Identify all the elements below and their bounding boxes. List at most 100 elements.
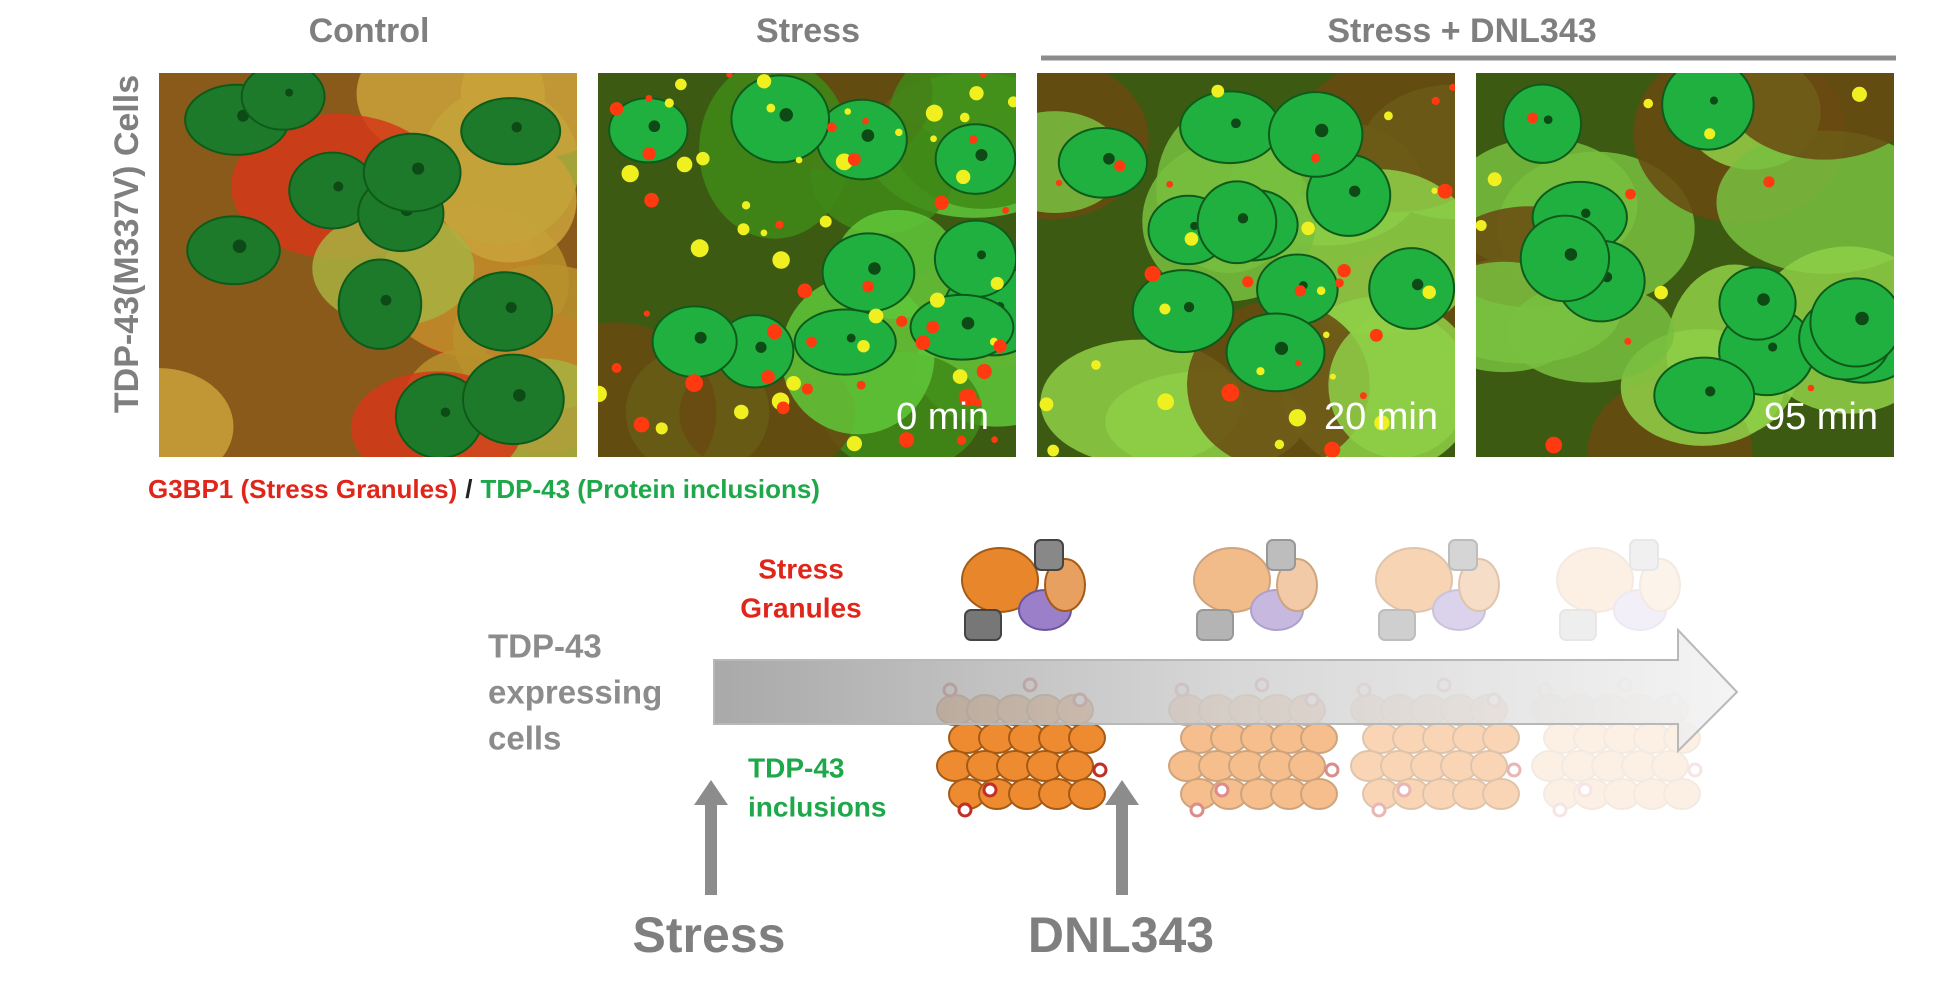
- granule: [776, 401, 790, 415]
- trigger-label: DNL343: [1028, 907, 1214, 963]
- granule: [1316, 286, 1326, 296]
- nucleus: [337, 258, 423, 350]
- inclusions-label: TDP-43: [748, 752, 844, 783]
- nucleolus: [380, 294, 392, 306]
- granule: [598, 385, 607, 403]
- nucleolus: [1757, 293, 1770, 306]
- granule: [690, 239, 709, 258]
- panel-header: Stress + DNL343: [1327, 12, 1596, 50]
- granule: [1256, 367, 1265, 376]
- nucleus: [1179, 90, 1281, 165]
- time-label: 0 min: [896, 396, 989, 438]
- granule: [1851, 86, 1867, 102]
- granule: [969, 86, 984, 101]
- nucleus: [1368, 247, 1455, 330]
- nucleolus: [1231, 118, 1241, 129]
- inclusion-protein: [1621, 750, 1659, 782]
- start-label: TDP-43: [488, 628, 602, 665]
- nucleolus: [1349, 185, 1361, 197]
- inclusion-protein: [1300, 722, 1338, 754]
- granule: [844, 108, 852, 115]
- inclusion-protein: [1068, 778, 1106, 810]
- granule: [1157, 393, 1175, 411]
- nucleolus: [1411, 278, 1424, 291]
- granule: [895, 128, 903, 137]
- granule: [956, 169, 971, 185]
- inclusion-protein: [1380, 750, 1418, 782]
- nucleolus: [1768, 342, 1778, 352]
- granule: [609, 102, 624, 116]
- granule: [857, 339, 870, 353]
- granule-protein: [1448, 539, 1478, 571]
- nucleolus: [868, 262, 881, 275]
- nucleus: [933, 219, 1016, 299]
- inclusion-marker: [1214, 782, 1230, 798]
- granule-protein: [1556, 547, 1634, 613]
- granule: [1654, 285, 1668, 300]
- nucleolus: [412, 162, 425, 175]
- granule: [934, 195, 949, 210]
- nucleolus: [846, 333, 856, 343]
- panel-header: Stress: [756, 12, 860, 50]
- granule: [1487, 172, 1502, 187]
- granule: [696, 151, 710, 166]
- cytoplasm: [1718, 73, 1894, 160]
- granule: [1274, 439, 1285, 450]
- nucleus: [457, 271, 554, 352]
- granule: [1242, 276, 1254, 288]
- inclusion-marker: [1324, 762, 1340, 778]
- granule: [925, 104, 943, 122]
- nucleolus: [694, 331, 707, 344]
- granule: [868, 308, 884, 324]
- nucleus: [240, 73, 326, 131]
- inclusion-marker: [1552, 802, 1568, 818]
- granule: [1437, 183, 1453, 199]
- inclusion-protein: [1531, 750, 1569, 782]
- granule: [1807, 384, 1815, 392]
- inclusion-protein: [1603, 778, 1641, 810]
- nucleolus: [779, 108, 793, 122]
- granule: [862, 117, 869, 125]
- nucleolus: [1709, 96, 1718, 105]
- inclusion-marker: [1092, 762, 1108, 778]
- nucleolus: [1237, 213, 1249, 224]
- nucleus: [1267, 91, 1364, 178]
- granule: [1323, 331, 1330, 339]
- granule: [1301, 221, 1315, 236]
- granule: [1324, 441, 1341, 457]
- granule: [655, 422, 668, 435]
- inclusion-marker: [982, 782, 998, 798]
- granule: [664, 98, 674, 108]
- nucleolus: [1190, 221, 1199, 231]
- nucleus: [1661, 73, 1755, 151]
- granule: [756, 74, 772, 89]
- time-label: 95 min: [1764, 396, 1878, 438]
- nucleus: [934, 123, 1016, 195]
- granule-protein: [964, 609, 1002, 641]
- granule: [1334, 278, 1344, 288]
- granule: [767, 324, 783, 340]
- granule: [1288, 409, 1307, 427]
- inclusion-protein: [1573, 778, 1611, 810]
- granule: [644, 192, 659, 208]
- panel-header: Control: [309, 12, 430, 50]
- granules-label: Granules: [740, 592, 861, 623]
- legend-red: G3BP1 (Stress Granules): [148, 474, 457, 504]
- granule: [856, 380, 866, 390]
- granule-protein: [1276, 558, 1318, 612]
- nucleolus: [648, 120, 661, 133]
- granule: [633, 416, 650, 433]
- granule: [952, 369, 968, 384]
- nucleolus: [440, 407, 451, 417]
- granule: [1091, 360, 1101, 370]
- inclusion-protein: [1482, 778, 1520, 810]
- nucleolus: [1855, 311, 1869, 326]
- time-arrow: [713, 627, 1739, 754]
- granule: [1055, 179, 1063, 187]
- granule-protein: [1559, 609, 1597, 641]
- inclusion-marker: [1577, 782, 1593, 798]
- granule: [801, 383, 813, 395]
- cytoplasm: [1716, 130, 1894, 274]
- granule: [956, 435, 967, 445]
- granule: [1704, 128, 1716, 140]
